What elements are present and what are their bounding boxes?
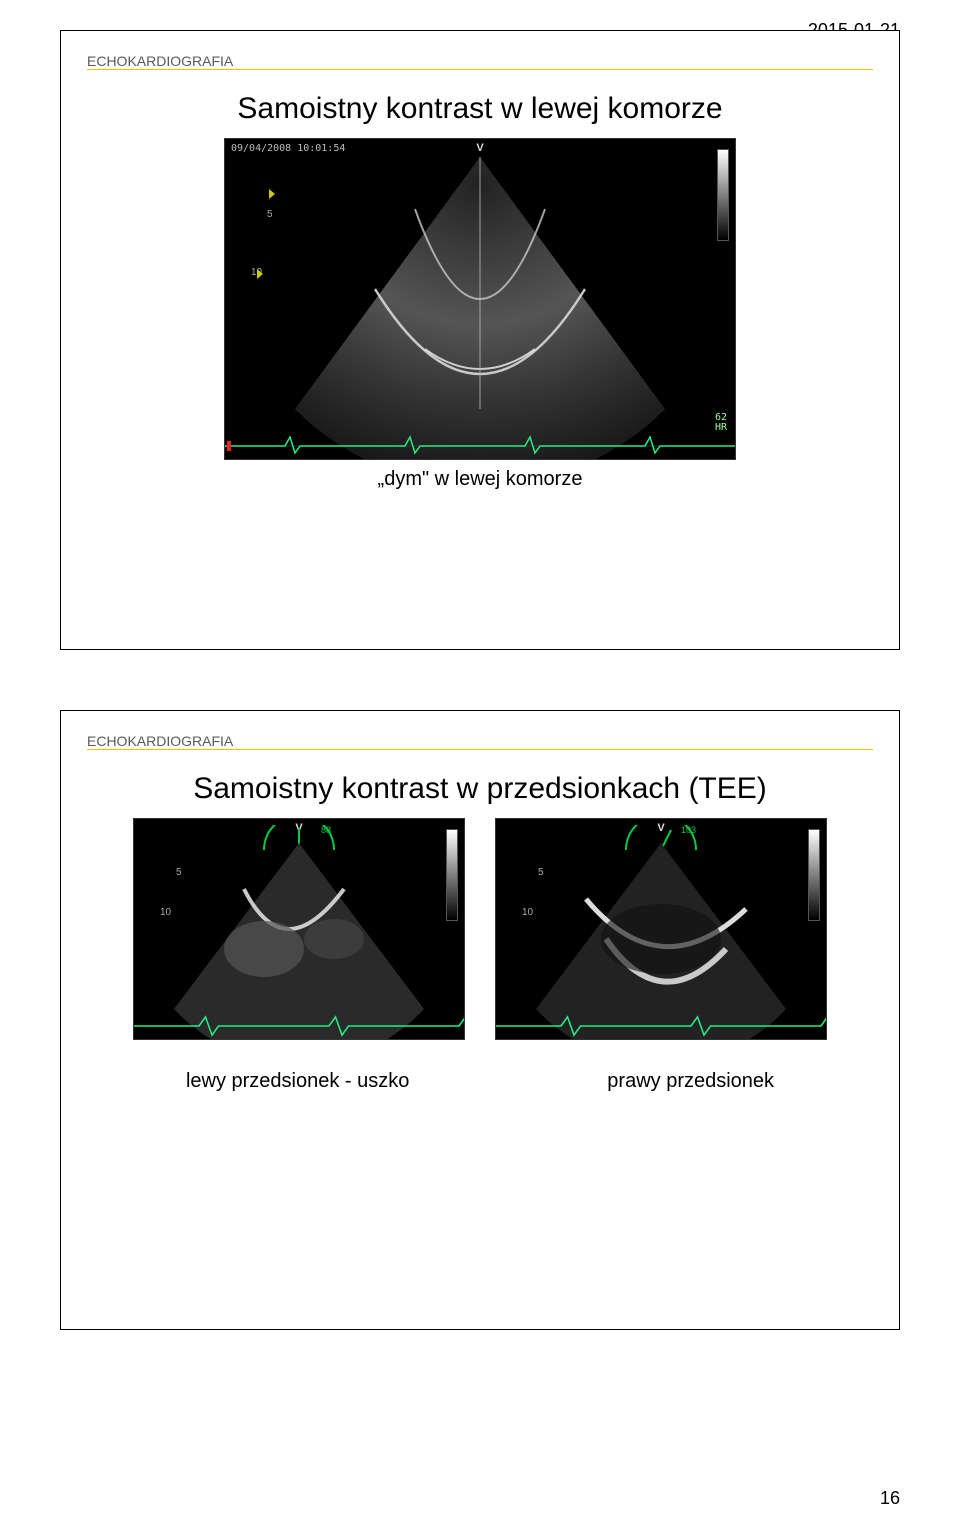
sector-svg-l <box>134 819 464 1039</box>
slide2-title: Samoistny kontrast w przedsionkach (TEE) <box>87 772 873 806</box>
ultrasound-large: 09/04/2008 10:01:54 V 5 10 62 HR <box>224 138 736 460</box>
ecg-trace <box>225 433 735 459</box>
caption-right: prawy przedsionek <box>607 1070 774 1093</box>
captions-row: lewy przedsionek - uszko prawy przedsion… <box>87 1070 873 1093</box>
section-underline-2 <box>87 749 873 750</box>
page-number: 16 <box>880 1488 900 1509</box>
section-label-1: ECHOKARDIOGRAFIA <box>87 53 873 74</box>
sector-svg <box>225 139 735 459</box>
ultrasound-pair: V 5 10 88 <box>87 818 873 1040</box>
caption-left: lewy przedsionek - uszko <box>186 1070 409 1093</box>
slide-1: ECHOKARDIOGRAFIA Samoistny kontrast w le… <box>60 30 900 650</box>
section-underline-1 <box>87 69 873 70</box>
section-label-text: ECHOKARDIOGRAFIA <box>87 53 233 69</box>
section-label-text: ECHOKARDIOGRAFIA <box>87 733 233 749</box>
section-label-2: ECHOKARDIOGRAFIA <box>87 733 873 754</box>
slide-2: ECHOKARDIOGRAFIA Samoistny kontrast w pr… <box>60 710 900 1330</box>
sector-svg-r <box>496 819 826 1039</box>
slide1-title: Samoistny kontrast w lewej komorze <box>87 92 873 126</box>
slide1-subtitle: „dym" w lewej komorze <box>87 468 873 491</box>
ultrasound-left: V 5 10 88 <box>133 818 465 1040</box>
page-container: 2015-01-21 ECHOKARDIOGRAFIA Samoistny ko… <box>0 0 960 1531</box>
ecg-trace-r <box>496 1013 827 1039</box>
ultrasound-right: V 5 10 103 <box>495 818 827 1040</box>
ecg-trace-l <box>134 1013 465 1039</box>
